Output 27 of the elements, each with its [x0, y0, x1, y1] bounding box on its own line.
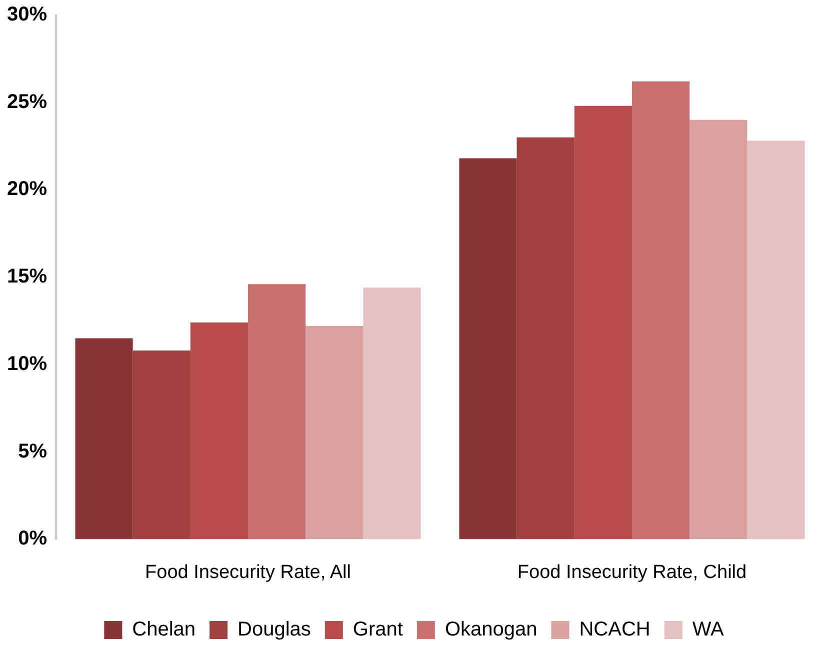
bar	[632, 81, 690, 540]
y-tick-label: 25%	[7, 90, 48, 113]
bar	[190, 322, 248, 540]
bar	[574, 106, 632, 540]
y-tick-label: 0%	[18, 528, 48, 550]
y-tick-label: 5%	[18, 440, 48, 462]
legend-label: Douglas	[238, 618, 311, 641]
x-tick-label: Food Insecurity Rate, Child	[517, 562, 747, 583]
bar	[363, 288, 421, 540]
x-tick-label: Food Insecurity Rate, All	[145, 562, 351, 583]
y-tick-label: 30%	[7, 4, 48, 26]
bar	[306, 326, 364, 540]
bar	[132, 350, 190, 540]
y-tick-label: 15%	[7, 266, 48, 288]
bar	[690, 120, 748, 540]
legend-label: Chelan	[132, 618, 196, 641]
y-tick-label: 20%	[7, 178, 48, 200]
legend-label: Okanogan	[444, 618, 538, 641]
legend-label: NCACH	[579, 618, 650, 641]
legend-label: WA	[692, 618, 724, 641]
legend-label: Grant	[352, 618, 404, 641]
y-tick-label: 10%	[7, 352, 48, 375]
bar	[248, 284, 306, 540]
bar	[747, 140, 805, 540]
bar	[75, 338, 133, 540]
bar	[459, 158, 517, 540]
bar	[516, 137, 574, 540]
